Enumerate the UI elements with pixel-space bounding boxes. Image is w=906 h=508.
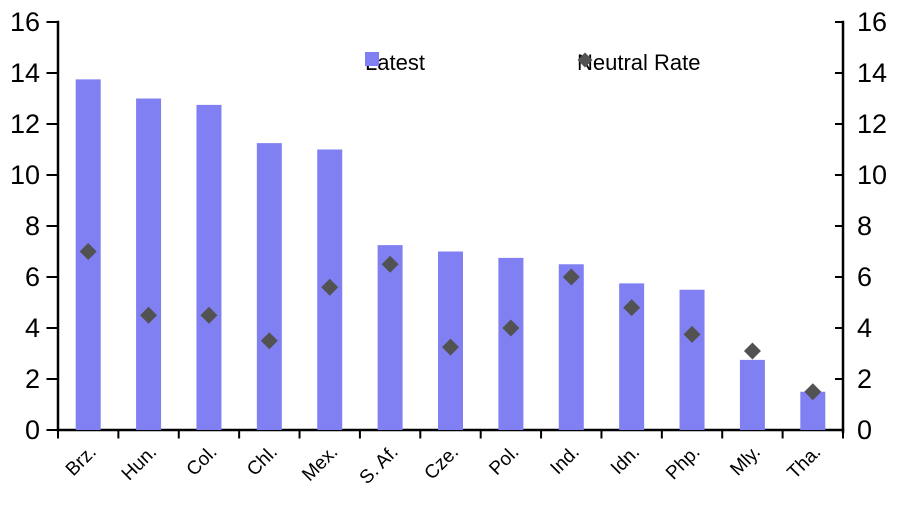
- neutral-rate-marker: [623, 299, 641, 317]
- legend-neutral-rate-label: Neutral Rate: [577, 50, 701, 75]
- x-tick-label: Idn.: [607, 442, 644, 479]
- neutral-rate-marker: [804, 383, 822, 401]
- left-y-tick-label: 8: [25, 211, 40, 241]
- y-axis-ticks: 0 0 2 2 4 4 6 6 8 8 10 10 12 12 14 14 16 16: [10, 7, 887, 445]
- right-y-tick-label: 12: [857, 109, 887, 139]
- x-tick-label: S. Af.: [356, 442, 403, 489]
- bar: [679, 289, 705, 430]
- diamond-series: [79, 243, 822, 401]
- right-y-tick-label: 0: [857, 415, 872, 445]
- legend-item-latest: Latest: [365, 52, 425, 74]
- neutral-rate-marker: [260, 332, 278, 350]
- left-y-tick-label: 14: [10, 58, 40, 88]
- x-axis-labels: Brz. Hun. Col. Chl. Mex. S. Af. Cze. Pol. Ind. Id…: [62, 442, 825, 489]
- right-y-tick-label: 4: [857, 313, 872, 343]
- legend-latest-swatch-icon: [365, 52, 379, 66]
- left-y-tick-label: 6: [25, 262, 40, 292]
- right-y-tick-label: 8: [857, 211, 872, 241]
- bar: [196, 104, 222, 430]
- bar: [558, 264, 584, 430]
- left-y-tick-label: 0: [25, 415, 40, 445]
- left-y-tick-label: 2: [25, 364, 40, 394]
- x-tick-label: Mly.: [726, 442, 764, 480]
- x-axis-ticks: [57, 429, 844, 439]
- neutral-rate-marker: [562, 268, 580, 286]
- bar: [377, 245, 403, 430]
- x-tick-label: Hun.: [118, 442, 161, 485]
- left-y-tick-label: 4: [25, 313, 40, 343]
- neutral-rate-marker: [381, 255, 399, 273]
- right-y-tick-label: 2: [857, 364, 872, 394]
- x-tick-label: Cze.: [421, 442, 463, 484]
- neutral-rate-marker: [140, 306, 158, 324]
- x-tick-label: Chl.: [243, 442, 282, 481]
- right-y-tick-label: 14: [857, 58, 887, 88]
- bar: [739, 359, 765, 430]
- right-y-tick-label: 16: [857, 7, 887, 37]
- legend-neutral-diamond-icon: [577, 52, 593, 68]
- neutral-rate-marker: [743, 342, 761, 360]
- right-y-tick-label: 10: [857, 160, 887, 190]
- right-y-tick-label: 6: [857, 262, 872, 292]
- legend-item-neutral-rate: Neutral Rate: [577, 52, 701, 74]
- bar: [136, 98, 162, 430]
- left-y-tick-label: 16: [10, 7, 40, 37]
- x-tick-label: Pol.: [485, 442, 523, 480]
- neutral-rate-marker: [502, 319, 520, 337]
- x-tick-label: Col.: [183, 442, 222, 481]
- neutral-rate-marker: [79, 243, 97, 260]
- neutral-rate-marker: [321, 278, 339, 296]
- bar-series: [75, 79, 826, 430]
- left-y-tick-label: 12: [10, 109, 40, 139]
- bar: [498, 257, 524, 430]
- neutral-rate-marker: [683, 325, 701, 343]
- neutral-rate-marker: [200, 306, 218, 324]
- x-tick-label: Mex.: [298, 442, 342, 486]
- x-tick-label: Ind.: [547, 442, 584, 479]
- neutral-rate-marker: [442, 338, 459, 356]
- bar: [256, 143, 282, 430]
- left-y-tick-label: 10: [10, 160, 40, 190]
- x-tick-label: Brz.: [62, 442, 101, 481]
- x-tick-label: Php.: [662, 442, 704, 484]
- x-tick-label: Tha.: [784, 442, 826, 484]
- legend-latest-label: Latest: [365, 50, 425, 75]
